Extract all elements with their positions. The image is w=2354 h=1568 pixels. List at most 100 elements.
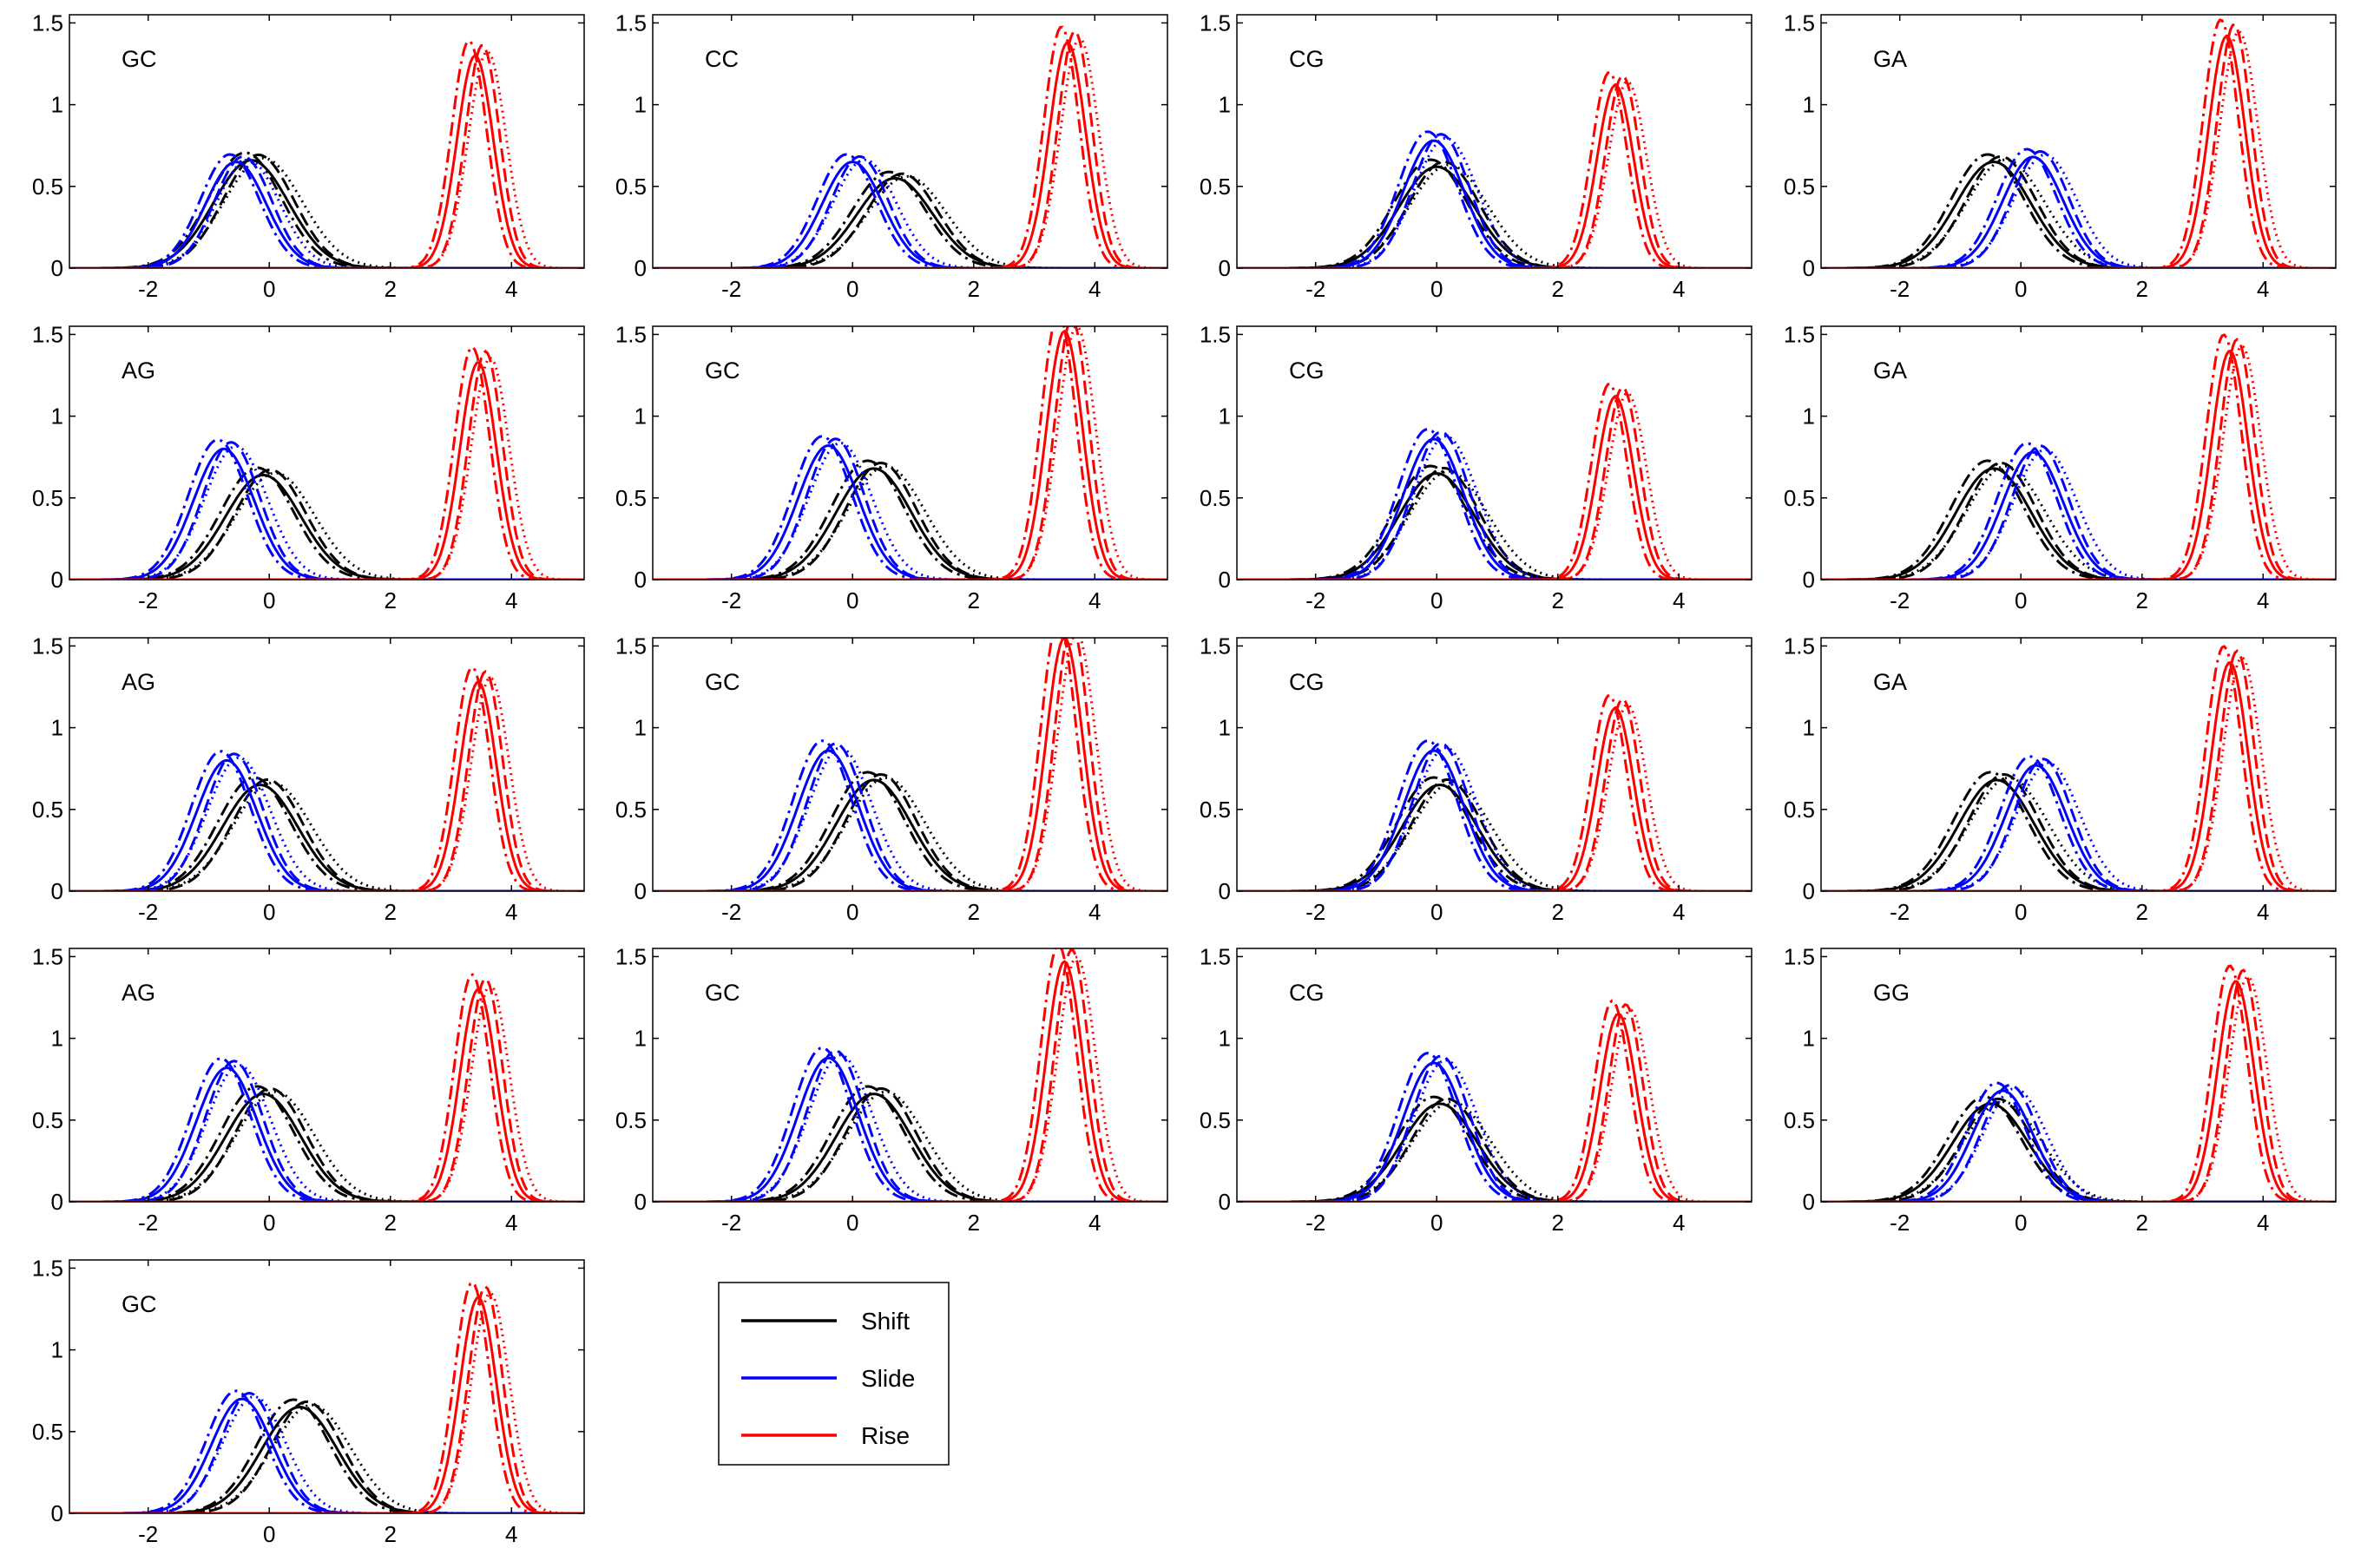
- x-tick-label: 4: [505, 899, 517, 925]
- panel-curves: [1821, 18, 2336, 268]
- x-tick-label: 2: [968, 899, 980, 925]
- y-tick-label: 0.5: [615, 797, 647, 823]
- y-tick-label: 0: [635, 1189, 647, 1215]
- y-tick-label: 1.5: [1200, 633, 1231, 659]
- axes-frame: [652, 948, 1168, 1203]
- x-tick-label: 4: [1088, 1210, 1101, 1236]
- slide-curve-dotted: [653, 158, 1167, 268]
- y-tick-label: 1.5: [615, 633, 647, 659]
- rise-curve-dashdot: [69, 973, 584, 1202]
- rise-curve-dotted: [69, 676, 584, 891]
- y-tick-label: 0: [51, 1500, 63, 1526]
- x-tick-label: 4: [2257, 899, 2269, 925]
- shift-curve-dashdot: [69, 466, 584, 580]
- legend-label-rise: Rise: [861, 1422, 910, 1449]
- y-tick-label: 0: [1219, 567, 1231, 593]
- rise-curve-solid: [69, 1296, 584, 1513]
- panel-cg-11: -2 0 2 4 0 0.5 1 1.5 CG: [1200, 633, 1752, 925]
- y-tick-label: 1.5: [1784, 633, 1815, 659]
- x-tick-label: -2: [1890, 1210, 1910, 1236]
- y-tick-label: 0: [1803, 255, 1815, 281]
- slide-curve-dashed: [653, 742, 1167, 891]
- panel-curves: [1237, 70, 1752, 268]
- y-tick-label: 0.5: [32, 1107, 63, 1133]
- axes-frame: [1236, 948, 1752, 1203]
- shift-curve-dotted: [1237, 781, 1752, 891]
- panel-label: AG: [122, 358, 155, 384]
- x-tick-label: 4: [1673, 899, 1685, 925]
- panel-curves: [653, 638, 1167, 891]
- x-tick-label: 4: [1673, 587, 1685, 613]
- axes-frame: [1820, 14, 2337, 269]
- rise-curve-solid: [1237, 395, 1752, 580]
- axes-frame: [1820, 325, 2337, 581]
- slide-curve-dashed: [1821, 444, 2336, 580]
- shift-curve-dashed: [653, 172, 1167, 268]
- slide-curve-solid: [653, 1056, 1167, 1202]
- axes-frame: [69, 325, 585, 581]
- panel-ga-4: -2 0 2 4 0 0.5 1 1.5 GA: [1784, 10, 2337, 302]
- x-tick-label: 4: [1088, 276, 1101, 302]
- panel-label: CG: [1289, 46, 1325, 72]
- rise-curve-dashdot: [69, 666, 584, 891]
- panel-label: GA: [1873, 358, 1907, 384]
- panel-label: CG: [1289, 980, 1325, 1006]
- panel-label: GC: [705, 980, 740, 1006]
- axes-frame: [652, 637, 1168, 892]
- y-tick-label: 1.5: [32, 1255, 63, 1281]
- panel-curves: [1821, 645, 2336, 891]
- slide-curve-solid: [1821, 450, 2336, 580]
- shift-curve-dotted: [1821, 464, 2336, 580]
- slide-curve-solid: [1237, 437, 1752, 580]
- shift-curve-solid: [69, 474, 584, 580]
- x-tick-label: 2: [2136, 899, 2148, 925]
- legend-label-slide: Slide: [861, 1365, 915, 1392]
- x-tick-label: -2: [138, 1521, 158, 1547]
- x-tick-label: 2: [1552, 1210, 1564, 1236]
- panel-ga-8: -2 0 2 4 0 0.5 1 1.5 GA: [1784, 321, 2337, 613]
- axes-frame: [69, 948, 585, 1203]
- x-tick-label: 4: [2257, 1210, 2269, 1236]
- y-tick-label: 1: [635, 715, 647, 741]
- slide-curve-dashdot: [1821, 442, 2336, 580]
- x-tick-label: 4: [2257, 276, 2269, 302]
- rise-curve-dashed: [69, 43, 584, 268]
- rise-curve-dotted: [1237, 80, 1752, 268]
- slide-curve-dotted: [69, 756, 584, 891]
- y-tick-label: 1: [1803, 403, 1815, 430]
- panel-label: CG: [1289, 669, 1325, 695]
- y-tick-label: 0.5: [32, 1419, 63, 1445]
- y-tick-label: 1.5: [1784, 943, 1815, 969]
- slide-curve-solid: [1237, 1061, 1752, 1202]
- x-tick-label: 2: [2136, 1210, 2148, 1236]
- rise-curve-dotted: [653, 638, 1167, 891]
- y-tick-label: 1.5: [615, 321, 647, 347]
- shift-curve-dashed: [653, 461, 1167, 580]
- slide-curve-dotted: [1237, 746, 1752, 891]
- panel-curves: [1237, 693, 1752, 891]
- slide-curve-dashdot: [653, 1046, 1167, 1202]
- y-tick-label: 0.5: [1784, 485, 1815, 511]
- panel-label: AG: [122, 980, 155, 1006]
- x-tick-label: -2: [138, 276, 158, 302]
- rise-curve-dashed: [653, 638, 1167, 891]
- y-tick-label: 0: [51, 255, 63, 281]
- y-tick-label: 1: [1803, 715, 1815, 741]
- y-tick-label: 0.5: [615, 1107, 647, 1133]
- x-tick-label: 0: [263, 899, 275, 925]
- y-tick-label: 1: [51, 92, 63, 118]
- x-tick-label: -2: [721, 276, 741, 302]
- rise-curve-dashdot: [1237, 999, 1752, 1202]
- panel-cg-7: -2 0 2 4 0 0.5 1 1.5 CG: [1200, 321, 1752, 613]
- x-tick-label: 2: [2136, 276, 2148, 302]
- axes-frame: [69, 1259, 585, 1514]
- x-tick-label: -2: [1890, 899, 1910, 925]
- rise-curve-dashdot: [1237, 70, 1752, 268]
- x-tick-label: -2: [721, 1210, 741, 1236]
- x-tick-label: 0: [263, 276, 275, 302]
- slide-curve-solid: [1821, 764, 2336, 891]
- shift-curve-dashed: [1237, 467, 1752, 580]
- y-tick-label: 1: [1219, 403, 1231, 430]
- rise-curve-dotted: [653, 326, 1167, 580]
- shift-curve-solid: [69, 1406, 584, 1513]
